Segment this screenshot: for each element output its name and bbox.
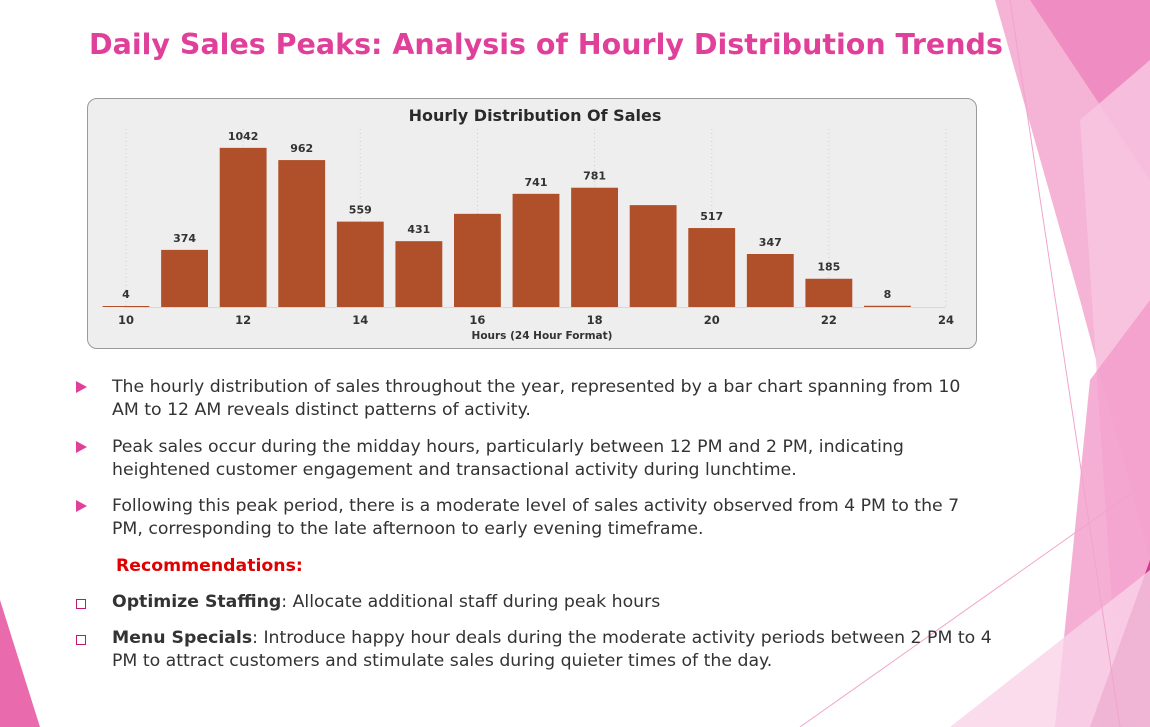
bar-data-label: 517	[700, 210, 723, 223]
recommendation-text: Menu Specials: Introduce happy hour deal…	[112, 627, 992, 673]
bar-data-label: 559	[349, 204, 372, 217]
x-tick-label: 18	[587, 313, 603, 327]
recommendation-body: : Allocate additional staff during peak …	[281, 592, 661, 612]
bar	[512, 193, 560, 307]
x-tick-label: 24	[938, 313, 954, 327]
bar	[219, 147, 267, 307]
recommendations-heading: Recommendations:	[116, 556, 303, 576]
bar	[805, 278, 853, 307]
checkbox-bullet-icon	[76, 593, 86, 609]
bar	[629, 205, 677, 307]
bar-data-label: 781	[583, 170, 606, 183]
thin-line-1	[1009, 0, 1121, 727]
x-axis-label: Hours (24 Hour Format)	[472, 330, 613, 342]
bar-data-label: 4	[122, 288, 130, 301]
bar	[688, 228, 736, 307]
bar-data-label: 185	[817, 261, 840, 274]
bar	[336, 221, 384, 307]
slide-title: Daily Sales Peaks: Analysis of Hourly Di…	[89, 28, 1003, 61]
bar	[746, 254, 794, 307]
x-tick-label: 14	[352, 313, 368, 327]
triangle-bullet-icon	[76, 497, 87, 512]
x-tick-label: 12	[235, 313, 251, 327]
bar-data-label: 431	[407, 223, 430, 236]
bar-data-label: 1042	[228, 130, 259, 143]
bar-data-label: 8	[884, 288, 892, 301]
x-tick-label: 16	[469, 313, 485, 327]
chart-panel: 4 374 1042 962 559 431 741 781 517 347 185 8 10 12 14 1…	[87, 98, 977, 349]
bar	[102, 306, 150, 307]
bar	[454, 213, 501, 307]
x-tick-label: 20	[704, 313, 720, 327]
bar	[161, 249, 208, 307]
bar	[395, 241, 443, 307]
light-facet-bottom	[950, 570, 1150, 727]
x-tick-label: 22	[821, 313, 837, 327]
thin-line-2	[799, 479, 1150, 727]
bar	[864, 305, 911, 307]
x-tick-label: 10	[118, 313, 134, 327]
bullet-text: Following this peak period, there is a m…	[112, 496, 960, 539]
recommendation-body: : Introduce happy hour deals during the …	[112, 628, 992, 671]
bullet-text: The hourly distribution of sales through…	[112, 377, 961, 420]
pink-facet-bottom-left	[0, 600, 40, 727]
triangle-bullet-icon	[76, 438, 87, 453]
recommendation-text: Optimize Staffing: Allocate additional s…	[112, 591, 992, 614]
bullet-text: Peak sales occur during the midday hours…	[112, 437, 904, 480]
bar-data-label: 347	[759, 236, 782, 249]
triangle-bullet-icon	[76, 378, 87, 393]
bar-data-label: 962	[290, 142, 313, 155]
bar	[278, 160, 326, 307]
recommendation-label: Optimize Staffing	[112, 592, 282, 612]
bar	[571, 187, 618, 307]
bar-data-label: 741	[525, 176, 548, 189]
checkbox-bullet-icon	[76, 629, 86, 645]
recommendation-label: Menu Specials	[112, 628, 253, 648]
bar-data-label: 374	[173, 232, 196, 245]
chart-title: Hourly Distribution Of Sales	[409, 106, 662, 125]
bar-chart: 4 374 1042 962 559 431 741 781 517 347 185 8 10 12 14 1…	[102, 106, 954, 342]
